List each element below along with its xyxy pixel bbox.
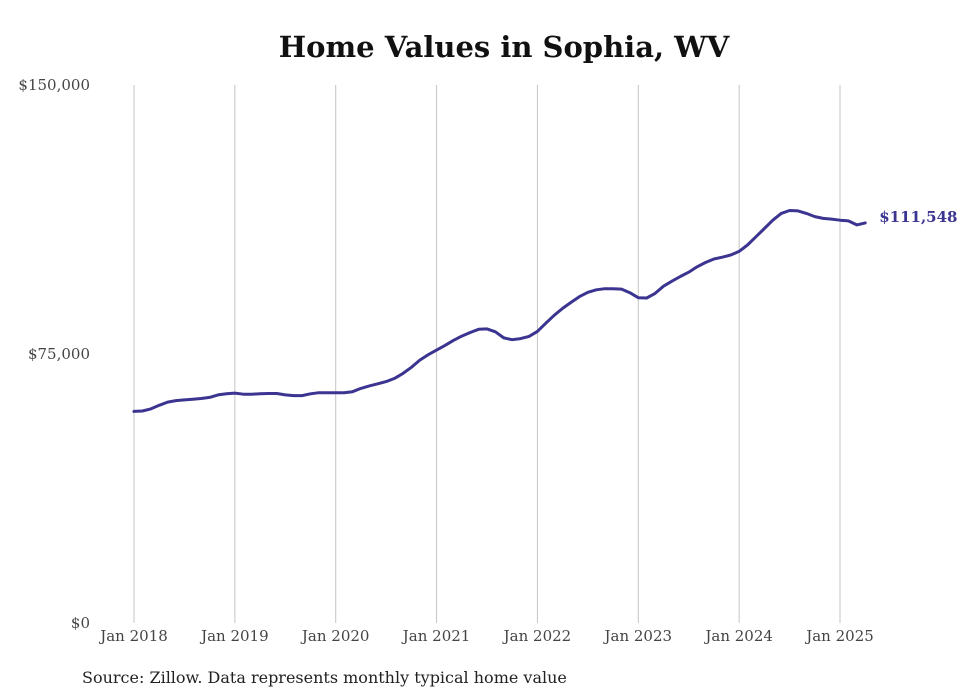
- y-tick-label: $0: [71, 614, 90, 632]
- x-tick-label: Jan 2018: [98, 627, 168, 645]
- home-value-line: [132, 209, 867, 413]
- x-tick-label: Jan 2021: [401, 627, 471, 645]
- source-note: Source: Zillow. Data represents monthly …: [82, 668, 567, 687]
- latest-value-label: $111,548: [879, 208, 957, 226]
- y-tick-label: $75,000: [28, 345, 90, 363]
- chart-title: Home Values in Sophia, WV: [278, 30, 730, 64]
- x-tick-label: Jan 2023: [603, 627, 673, 645]
- x-tick-label: Jan 2019: [199, 627, 269, 645]
- x-axis-labels: Jan 2018 Jan 2019 Jan 2020 Jan 2021 Jan 2022…: [98, 627, 874, 645]
- x-tick-label: Jan 2022: [502, 627, 572, 645]
- y-tick-label: $150,000: [18, 76, 90, 94]
- y-axis-labels: $0 $75,000 $150,000: [18, 76, 90, 632]
- x-tick-label: Jan 2024: [703, 627, 773, 645]
- grid-lines: [133, 85, 841, 623]
- x-tick-label: Jan 2025: [804, 627, 874, 645]
- x-tick-label: Jan 2020: [300, 627, 370, 645]
